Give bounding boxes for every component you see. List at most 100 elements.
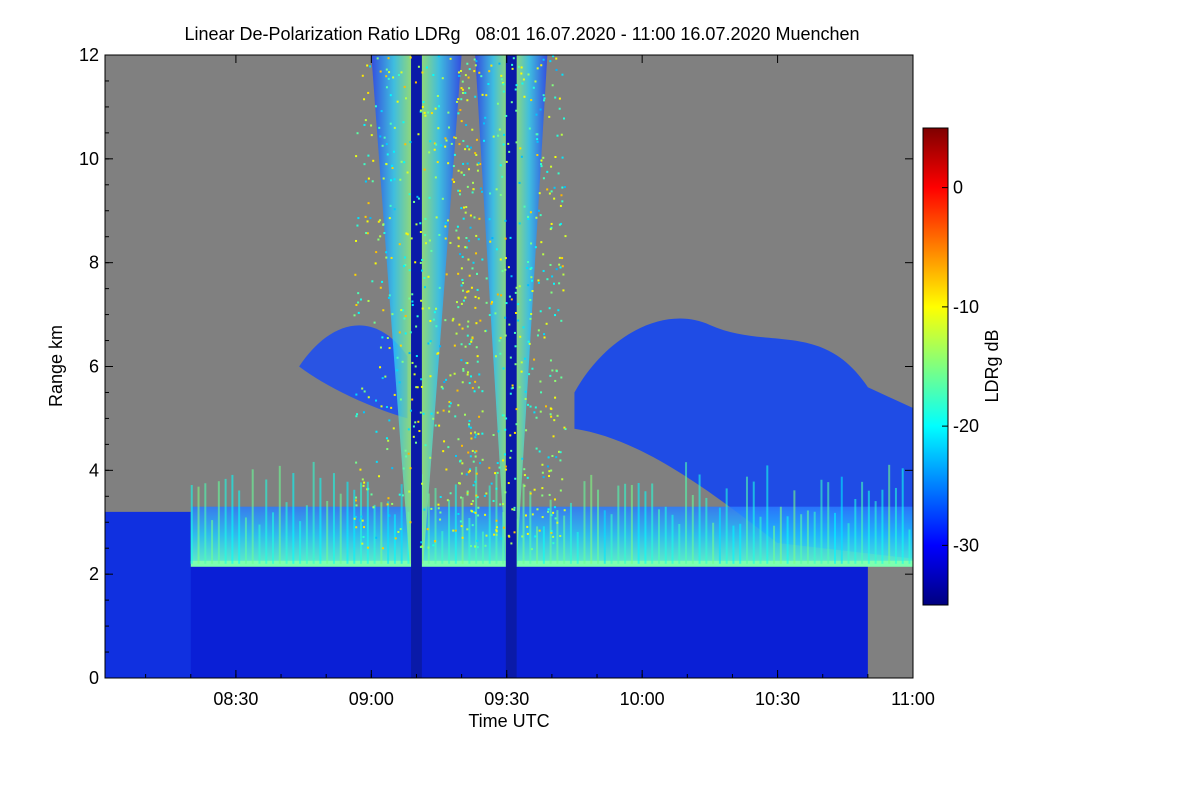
speckle <box>500 537 503 540</box>
speckle <box>495 519 498 522</box>
speckle <box>441 387 444 390</box>
speckle <box>510 275 513 278</box>
speckle <box>481 432 484 435</box>
speckle <box>505 302 508 305</box>
speckle <box>540 391 543 394</box>
speckle <box>385 143 388 146</box>
speckle <box>471 181 474 184</box>
speckle <box>475 346 478 349</box>
speckle <box>367 91 370 94</box>
speckle <box>458 482 461 485</box>
bl-streak <box>603 510 606 564</box>
speckle <box>365 232 368 235</box>
speckle <box>504 237 507 240</box>
speckle <box>381 377 384 380</box>
speckle <box>557 450 560 453</box>
speckle <box>436 94 439 97</box>
speckle <box>380 110 383 113</box>
bl-streak <box>339 493 342 564</box>
speckle <box>462 139 465 142</box>
speckle <box>420 378 423 381</box>
speckle <box>419 411 422 414</box>
speckle <box>519 147 522 150</box>
speckle <box>372 506 375 509</box>
bl-streak <box>427 493 430 564</box>
speckle <box>554 396 557 399</box>
speckle <box>433 142 436 145</box>
speckle <box>563 426 566 429</box>
speckle <box>356 132 359 135</box>
speckle <box>432 417 435 420</box>
speckle <box>461 88 464 91</box>
bl-streak <box>678 524 681 564</box>
speckle <box>548 470 551 473</box>
speckle <box>363 123 366 126</box>
speckle <box>415 223 418 226</box>
speckle <box>500 74 503 77</box>
speckle <box>414 81 417 84</box>
speckle <box>549 359 552 362</box>
speckle <box>379 346 382 349</box>
speckle <box>504 491 507 494</box>
speckle <box>481 93 484 96</box>
speckle <box>538 450 541 453</box>
speckle <box>560 319 563 322</box>
speckle <box>375 430 378 433</box>
speckle <box>520 72 523 75</box>
speckle <box>543 336 546 339</box>
speckle <box>541 463 544 466</box>
bl-streak <box>664 506 667 564</box>
speckle <box>510 542 513 545</box>
speckle <box>430 412 433 415</box>
speckle <box>448 400 451 403</box>
speckle <box>392 427 395 430</box>
speckle <box>355 504 358 507</box>
speckle <box>382 223 385 226</box>
speckle <box>536 154 539 157</box>
speckle <box>419 109 422 112</box>
speckle <box>387 439 390 442</box>
speckle <box>534 246 537 249</box>
bl-streak <box>590 474 593 564</box>
speckle <box>494 312 497 315</box>
speckle <box>445 139 448 142</box>
speckle <box>456 389 459 392</box>
speckle <box>518 386 521 389</box>
speckle <box>409 409 412 412</box>
colorbar: 0 -10 -20 -30 LDRg dB <box>922 127 1002 606</box>
speckle <box>437 55 440 58</box>
speckle <box>548 493 551 496</box>
speckle <box>392 150 395 153</box>
speckle <box>471 449 474 452</box>
speckle <box>428 151 431 154</box>
boundary-layer-band <box>190 506 913 564</box>
bl-streak <box>380 502 383 564</box>
speckle <box>457 189 460 192</box>
speckle <box>458 189 461 192</box>
speckle <box>413 200 416 203</box>
speckle <box>471 524 474 527</box>
bl-streak <box>326 500 329 564</box>
speckle <box>502 83 505 86</box>
speckle <box>388 514 391 517</box>
speckle <box>502 143 505 146</box>
speckle <box>457 245 460 248</box>
speckle <box>433 148 436 151</box>
speckle <box>481 258 484 261</box>
speckle <box>354 273 357 276</box>
speckle <box>425 66 428 69</box>
speckle <box>529 211 532 214</box>
speckle <box>479 319 482 322</box>
speckle <box>484 116 487 119</box>
speckle <box>540 159 543 162</box>
speckle <box>456 225 459 228</box>
speckle <box>432 544 435 547</box>
bl-streak <box>346 481 349 564</box>
speckle <box>464 246 467 249</box>
speckle <box>454 415 457 418</box>
speckle <box>499 352 502 355</box>
speckle <box>555 57 558 60</box>
speckle <box>438 424 441 427</box>
speckle <box>465 206 468 209</box>
speckle <box>355 415 358 418</box>
